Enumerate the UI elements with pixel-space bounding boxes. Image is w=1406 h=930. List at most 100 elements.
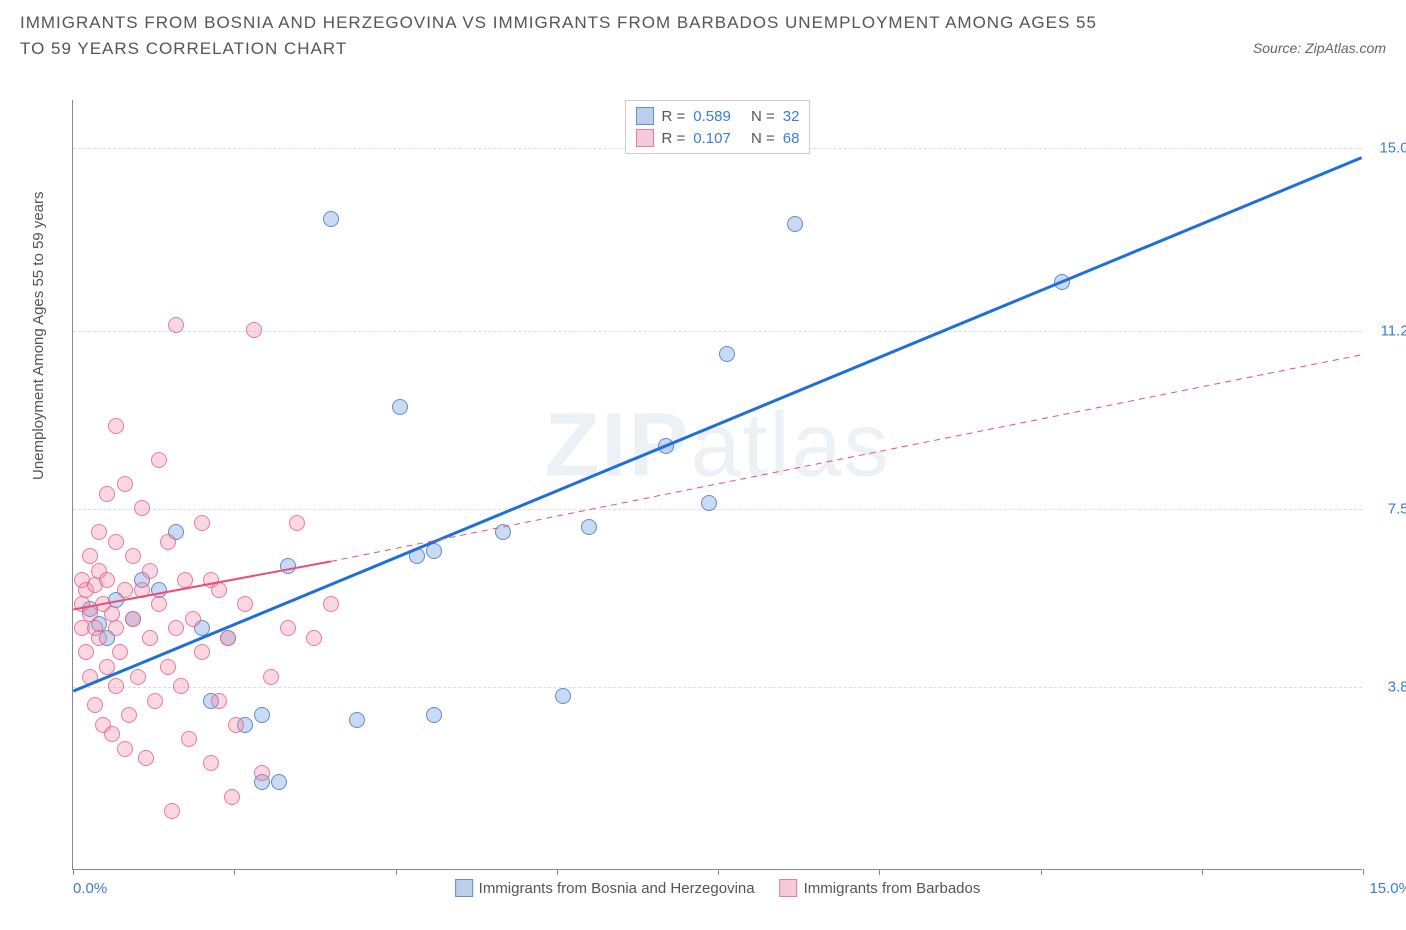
scatter-point [1054, 274, 1070, 290]
scatter-point [181, 731, 197, 747]
scatter-point [280, 620, 296, 636]
y-tick-label: 15.0% [1379, 140, 1406, 157]
y-axis-label: Unemployment Among Ages 55 to 59 years [30, 191, 47, 480]
trend-lines-svg [73, 100, 1362, 869]
scatter-point [658, 438, 674, 454]
x-tick [234, 869, 235, 875]
legend-item-blue: Immigrants from Bosnia and Herzegovina [455, 879, 755, 897]
gridline [73, 331, 1362, 332]
trend-line [331, 355, 1362, 562]
header-row: IMMIGRANTS FROM BOSNIA AND HERZEGOVINA V… [0, 0, 1406, 61]
correlation-legend: R = 0.589 N = 32 R = 0.107 N = 68 [625, 100, 811, 154]
source-prefix: Source: [1253, 40, 1305, 56]
scatter-point [185, 611, 201, 627]
scatter-point [91, 630, 107, 646]
scatter-point [125, 611, 141, 627]
scatter-point [91, 524, 107, 540]
scatter-point [108, 678, 124, 694]
scatter-point [254, 707, 270, 723]
x-tick [1363, 869, 1364, 875]
scatter-point [555, 688, 571, 704]
watermark: ZIPatlas [544, 395, 890, 498]
x-tick [879, 869, 880, 875]
scatter-point [409, 548, 425, 564]
scatter-point [151, 596, 167, 612]
scatter-point [117, 476, 133, 492]
r-label: R = [662, 108, 686, 125]
scatter-point [271, 774, 287, 790]
scatter-point [254, 765, 270, 781]
scatter-point [224, 789, 240, 805]
scatter-point [138, 750, 154, 766]
scatter-point [121, 707, 137, 723]
scatter-point [78, 644, 94, 660]
scatter-point [112, 644, 128, 660]
scatter-point [177, 572, 193, 588]
scatter-point [99, 486, 115, 502]
scatter-point [323, 211, 339, 227]
x-tick [557, 869, 558, 875]
scatter-point [142, 630, 158, 646]
scatter-point [220, 630, 236, 646]
x-tick [73, 869, 74, 875]
swatch-blue-icon [636, 107, 654, 125]
n-label: N = [751, 130, 775, 147]
scatter-point [108, 534, 124, 550]
scatter-point [306, 630, 322, 646]
scatter-point [392, 399, 408, 415]
scatter-point [164, 803, 180, 819]
scatter-point [130, 669, 146, 685]
gridline [73, 509, 1362, 510]
r-value-blue: 0.589 [693, 108, 731, 125]
scatter-point [117, 582, 133, 598]
scatter-point [426, 543, 442, 559]
scatter-point [787, 216, 803, 232]
legend-label-pink: Immigrants from Barbados [804, 880, 981, 897]
scatter-point [426, 707, 442, 723]
source-citation: Source: ZipAtlas.com [1253, 40, 1386, 56]
scatter-point [495, 524, 511, 540]
scatter-point [160, 534, 176, 550]
scatter-point [701, 495, 717, 511]
series-legend: Immigrants from Bosnia and Herzegovina I… [455, 879, 981, 897]
scatter-point [237, 596, 253, 612]
scatter-point [108, 620, 124, 636]
trend-line [73, 158, 1361, 691]
r-label: R = [662, 130, 686, 147]
x-axis-min-label: 0.0% [73, 880, 107, 897]
scatter-point [134, 582, 150, 598]
n-value-blue: 32 [783, 108, 800, 125]
y-tick-label: 11.2% [1381, 323, 1406, 340]
scatter-point [82, 669, 98, 685]
scatter-point [134, 500, 150, 516]
scatter-point [280, 558, 296, 574]
scatter-point [104, 726, 120, 742]
scatter-point [211, 582, 227, 598]
r-value-pink: 0.107 [693, 130, 731, 147]
x-tick [396, 869, 397, 875]
scatter-point [151, 452, 167, 468]
scatter-point [168, 620, 184, 636]
x-axis-max-label: 15.0% [1369, 880, 1406, 897]
scatter-point [263, 669, 279, 685]
scatter-point [194, 644, 210, 660]
chart-title: IMMIGRANTS FROM BOSNIA AND HERZEGOVINA V… [20, 10, 1120, 61]
scatter-point [99, 659, 115, 675]
scatter-point [194, 515, 210, 531]
scatter-point [142, 563, 158, 579]
scatter-point [99, 572, 115, 588]
scatter-point [289, 515, 305, 531]
legend-label-blue: Immigrants from Bosnia and Herzegovina [479, 880, 755, 897]
scatter-point [211, 693, 227, 709]
scatter-point [160, 659, 176, 675]
scatter-point [581, 519, 597, 535]
x-tick [1202, 869, 1203, 875]
scatter-point [108, 418, 124, 434]
x-tick [718, 869, 719, 875]
legend-row-blue: R = 0.589 N = 32 [636, 105, 800, 127]
scatter-point [117, 741, 133, 757]
n-label: N = [751, 108, 775, 125]
x-tick [1041, 869, 1042, 875]
scatter-point [125, 548, 141, 564]
legend-row-pink: R = 0.107 N = 68 [636, 127, 800, 149]
